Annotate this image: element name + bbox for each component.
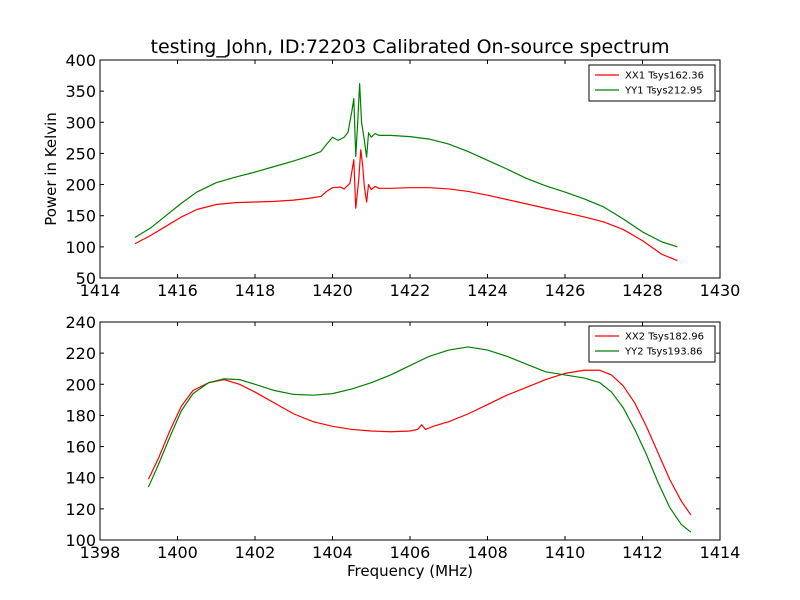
- plots-container: 1414 1416 1418 1420 1422 1424 1426 1428 1430 50 10…: [42, 51, 740, 580]
- y-tick-label: 240: [65, 313, 96, 332]
- y-tick-label: 160: [65, 438, 96, 457]
- x-tick-label: 1408: [467, 543, 508, 562]
- x-tick-label: 1406: [390, 543, 431, 562]
- y-tick-label: 100: [65, 531, 96, 550]
- legend-label-2: YY1 Tsys212.95: [624, 86, 703, 97]
- x-tick-label: 1410: [545, 543, 586, 562]
- chart-1: 1414 1416 1418 1420 1422 1424 1426 1428 1430 50 10…: [42, 51, 740, 300]
- x-tick-label: 1402: [235, 543, 276, 562]
- y-tick-label: 250: [65, 144, 96, 163]
- y-tick-label: 100: [65, 238, 96, 257]
- chart-2: 1398 1400 1402 1404 1406 1408 1410 1412 1414 100 1…: [65, 313, 740, 580]
- legend-box: [588, 325, 716, 363]
- x-tick-label: 1400: [157, 543, 198, 562]
- y-tick-label: 150: [65, 207, 96, 226]
- x-axis-label: Frequency (MHz): [347, 562, 473, 580]
- legend: XX1 Tsys162.36 YY1 Tsys212.95: [588, 64, 716, 102]
- legend-box: [588, 64, 716, 102]
- y-tick-label: 400: [65, 51, 96, 70]
- y-tick-label: 200: [65, 375, 96, 394]
- series-line-1: [147, 369, 692, 516]
- y-tick-label: 350: [65, 82, 96, 101]
- legend-label-2: YY2 Tsys193.86: [624, 347, 703, 358]
- y-tick-label: 200: [65, 176, 96, 195]
- x-tick-label: 1430: [700, 281, 741, 300]
- x-tick-label: 1426: [545, 281, 586, 300]
- x-tick-label: 1414: [80, 281, 121, 300]
- x-tick-label: 1412: [622, 543, 663, 562]
- y-axis-label: Power in Kelvin: [42, 112, 60, 226]
- x-tick-label: 1418: [235, 281, 276, 300]
- legend-label-1: XX1 Tsys162.36: [625, 71, 704, 82]
- y-tick-label: 140: [65, 469, 96, 488]
- y-tick-label: 300: [65, 113, 96, 132]
- x-tick-label: 1422: [390, 281, 431, 300]
- x-tick-label: 1398: [80, 543, 121, 562]
- x-tick-label: 1416: [157, 281, 198, 300]
- y-tick-label: 220: [65, 344, 96, 363]
- x-tick-label: 1428: [622, 281, 663, 300]
- legend: XX2 Tsys182.96 YY2 Tsys193.86: [588, 325, 716, 363]
- series-line-2: [147, 346, 692, 533]
- x-tick-label: 1414: [700, 543, 741, 562]
- y-tick-label: 120: [65, 500, 96, 519]
- y-tick-label: 50: [76, 269, 96, 288]
- legend-label-1: XX2 Tsys182.96: [625, 332, 704, 343]
- series-line-2: [134, 83, 678, 248]
- x-tick-label: 1424: [467, 281, 508, 300]
- x-tick-label: 1420: [312, 281, 353, 300]
- y-tick-label: 180: [65, 406, 96, 425]
- figure-title: testing_John, ID:72203 Calibrated On-sou…: [151, 36, 670, 58]
- series-line-1: [134, 149, 678, 262]
- x-tick-label: 1404: [312, 543, 353, 562]
